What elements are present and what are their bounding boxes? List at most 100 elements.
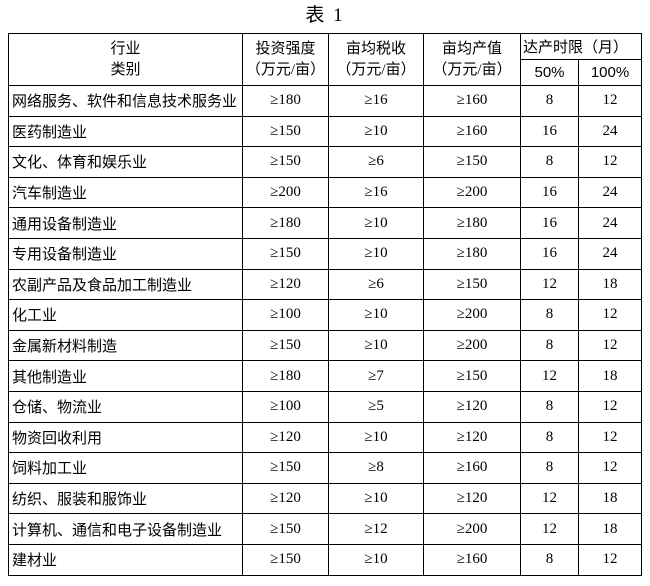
reach100-cell: 18 — [577, 482, 643, 515]
reach50-cell: 8 — [520, 85, 579, 117]
investment-cell: ≥180 — [242, 360, 329, 392]
output-cell: ≥200 — [423, 513, 521, 545]
output-cell: ≥160 — [423, 115, 521, 148]
output-cell: ≥150 — [423, 146, 521, 178]
reach50-cell: 12 — [520, 360, 579, 392]
header-tax: 亩均税收 （万元/亩） — [328, 33, 424, 86]
tax-cell: ≥6 — [328, 268, 424, 301]
header-reach-50: 50% — [520, 59, 579, 86]
table-row: 建材业 ≥150 ≥10 ≥160 8 12 — [8, 543, 643, 576]
industry-cell: 通用设备制造业 — [8, 207, 243, 239]
industry-cell: 网络服务、软件和信息技术服务业 — [8, 85, 243, 117]
investment-cell: ≥150 — [242, 115, 329, 148]
table-row: 仓储、物流业 ≥100 ≥5 ≥120 8 12 — [8, 390, 643, 423]
reach50-cell: 16 — [520, 176, 579, 209]
reach100-cell: 24 — [577, 115, 643, 148]
reach50-cell: 16 — [520, 207, 579, 239]
header-output: 亩均产值 （万元/亩） — [423, 33, 521, 86]
reach100-cell: 12 — [577, 543, 643, 576]
output-cell: ≥180 — [423, 207, 521, 239]
reach50-cell: 16 — [520, 237, 579, 270]
header-investment: 投资强度 （万元/亩） — [242, 33, 329, 86]
header-reach-100: 100% — [577, 59, 643, 86]
investment-cell: ≥180 — [242, 85, 329, 117]
reach50-cell: 8 — [520, 299, 579, 331]
reach100-cell: 18 — [577, 268, 643, 301]
table-row: 其他制造业 ≥180 ≥7 ≥150 12 18 — [8, 360, 643, 392]
reach50-cell: 8 — [520, 421, 579, 454]
tax-cell: ≥10 — [328, 207, 424, 239]
output-cell: ≥160 — [423, 543, 521, 576]
reach100-cell: 12 — [577, 452, 643, 484]
industry-cell: 医药制造业 — [8, 115, 243, 148]
reach100-cell: 12 — [577, 390, 643, 423]
output-cell: ≥120 — [423, 390, 521, 423]
output-cell: ≥180 — [423, 237, 521, 270]
output-cell: ≥120 — [423, 421, 521, 454]
investment-cell: ≥150 — [242, 146, 329, 178]
table-caption: 表 1 — [305, 5, 345, 26]
header-investment-line1: 投资强度 — [255, 41, 316, 58]
table-row: 金属新材料制造 ≥150 ≥10 ≥200 8 12 — [8, 329, 643, 362]
header-output-line2: （万元/亩） — [432, 61, 512, 78]
table-row: 网络服务、软件和信息技术服务业 ≥180 ≥16 ≥160 8 12 — [8, 85, 643, 117]
output-cell: ≥160 — [423, 452, 521, 484]
industry-cell: 化工业 — [8, 299, 243, 331]
reach100-cell: 12 — [577, 85, 643, 117]
industry-standards-table: 行业 类别 投资强度 （万元/亩） 亩均税收 （万元/亩） 亩均产值 （万元/亩… — [8, 33, 643, 576]
investment-cell: ≥120 — [242, 482, 329, 515]
reach100-cell: 12 — [577, 329, 643, 362]
industry-cell: 金属新材料制造 — [8, 329, 243, 362]
tax-cell: ≥10 — [328, 115, 424, 148]
reach100-cell: 24 — [577, 176, 643, 209]
header-industry: 行业 类别 — [8, 33, 243, 86]
industry-cell: 饲料加工业 — [8, 452, 243, 484]
industry-cell: 文化、体育和娱乐业 — [8, 146, 243, 178]
tax-cell: ≥10 — [328, 421, 424, 454]
output-cell: ≥200 — [423, 329, 521, 362]
table-row: 计算机、通信和电子设备制造业 ≥150 ≥12 ≥200 12 18 — [8, 513, 643, 545]
tax-cell: ≥5 — [328, 390, 424, 423]
table-row: 专用设备制造业 ≥150 ≥10 ≥180 16 24 — [8, 237, 643, 270]
header-row-top: 行业 类别 投资强度 （万元/亩） 亩均税收 （万元/亩） 亩均产值 （万元/亩… — [8, 33, 643, 86]
reach50-cell: 8 — [520, 329, 579, 362]
header-tax-line1: 亩均税收 — [345, 41, 406, 58]
table-row: 农副产品及食品加工制造业 ≥120 ≥6 ≥150 12 18 — [8, 268, 643, 301]
industry-cell: 物资回收利用 — [8, 421, 243, 454]
reach50-cell: 12 — [520, 513, 579, 545]
output-cell: ≥150 — [423, 268, 521, 301]
investment-cell: ≥100 — [242, 390, 329, 423]
industry-cell: 汽车制造业 — [8, 176, 243, 209]
table-row: 通用设备制造业 ≥180 ≥10 ≥180 16 24 — [8, 207, 643, 239]
investment-cell: ≥150 — [242, 452, 329, 484]
reach50-cell: 8 — [520, 452, 579, 484]
table-row: 汽车制造业 ≥200 ≥16 ≥200 16 24 — [8, 176, 643, 209]
table-row: 医药制造业 ≥150 ≥10 ≥160 16 24 — [8, 115, 643, 148]
table-row: 文化、体育和娱乐业 ≥150 ≥6 ≥150 8 12 — [8, 146, 643, 178]
table-row: 化工业 ≥100 ≥10 ≥200 8 12 — [8, 299, 643, 331]
tax-cell: ≥16 — [328, 85, 424, 117]
industry-cell: 计算机、通信和电子设备制造业 — [8, 513, 243, 545]
reach100-cell: 18 — [577, 360, 643, 392]
reach100-cell: 24 — [577, 237, 643, 270]
reach100-cell: 12 — [577, 146, 643, 178]
tax-cell: ≥10 — [328, 329, 424, 362]
investment-cell: ≥180 — [242, 207, 329, 239]
header-row-sub: 50% 100% — [9, 59, 643, 86]
tax-cell: ≥10 — [328, 482, 424, 515]
tax-cell: ≥10 — [328, 299, 424, 331]
reach50-cell: 8 — [520, 543, 579, 576]
reach50-cell: 12 — [520, 268, 579, 301]
output-cell: ≥200 — [423, 176, 521, 209]
tax-cell: ≥6 — [328, 146, 424, 178]
output-cell: ≥200 — [423, 299, 521, 331]
reach50-cell: 12 — [520, 482, 579, 515]
tax-cell: ≥10 — [328, 237, 424, 270]
investment-cell: ≥150 — [242, 513, 329, 545]
output-cell: ≥160 — [423, 85, 521, 117]
header-tax-line2: （万元/亩） — [336, 61, 416, 78]
investment-cell: ≥120 — [242, 421, 329, 454]
header-reach-time: 达产时限（月） — [519, 33, 643, 60]
tax-cell: ≥7 — [328, 360, 424, 392]
